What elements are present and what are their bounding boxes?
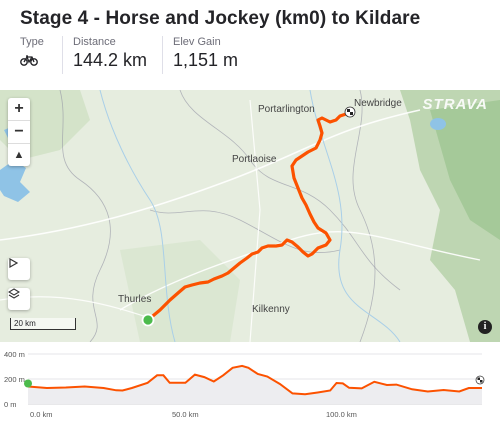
stat-distance: Distance 144.2 km <box>62 36 163 74</box>
elevation-area <box>28 365 482 404</box>
town-portlaoise: Portlaoise <box>232 154 277 165</box>
play-button[interactable] <box>8 258 30 280</box>
layers-icon <box>8 288 20 299</box>
town-thurles: Thurles <box>118 294 152 305</box>
page-title: Stage 4 - Horse and Jockey (km0) to Kild… <box>20 8 421 29</box>
distance-label: Distance <box>73 36 116 48</box>
play-icon <box>9 258 18 268</box>
elevation-finish-flag-icon <box>475 375 485 385</box>
strava-logo: STRAVA <box>422 96 488 113</box>
x-tick-50: 50.0 km <box>172 410 199 419</box>
stat-type: Type <box>20 36 64 74</box>
stat-elev-gain: Elev Gain 1,151 m <box>162 36 263 74</box>
map-scale: 20 km <box>10 318 76 330</box>
y-tick-0: 0 m <box>4 400 17 409</box>
type-label: Type <box>20 36 44 48</box>
town-portarlington: Portarlington <box>258 104 315 115</box>
distance-value: 144.2 km <box>73 50 148 70</box>
bike-icon <box>20 50 64 71</box>
x-tick-100: 100.0 km <box>326 410 357 419</box>
y-tick-400: 400 m <box>4 350 25 359</box>
start-marker <box>141 313 155 327</box>
route-line <box>146 112 348 322</box>
town-kilkenny: Kilkenny <box>252 304 290 315</box>
layers-button[interactable] <box>8 288 30 310</box>
route-map[interactable]: STRAVA Portarlington Newbridge Portlaois… <box>0 90 500 342</box>
elev-gain-value: 1,151 m <box>173 50 239 70</box>
x-tick-0: 0.0 km <box>30 410 53 419</box>
zoom-out-button[interactable]: − <box>8 121 30 144</box>
zoom-controls: + − ▲ <box>8 98 30 166</box>
zoom-in-button[interactable]: + <box>8 98 30 121</box>
elevation-start-marker <box>24 379 32 388</box>
info-icon[interactable]: i <box>478 320 492 334</box>
elevation-chart[interactable]: 400 m 200 m 0 m 0.0 km 50.0 km 100.0 km <box>0 342 500 424</box>
compass-button[interactable]: ▲ <box>13 149 25 161</box>
map-canvas <box>0 90 500 342</box>
town-newbridge: Newbridge <box>354 98 402 109</box>
y-tick-200: 200 m <box>4 375 25 384</box>
finish-flag-icon <box>344 106 356 118</box>
elevation-line <box>27 364 482 396</box>
elevation-canvas <box>24 353 485 405</box>
elev-gain-label: Elev Gain <box>173 36 221 48</box>
